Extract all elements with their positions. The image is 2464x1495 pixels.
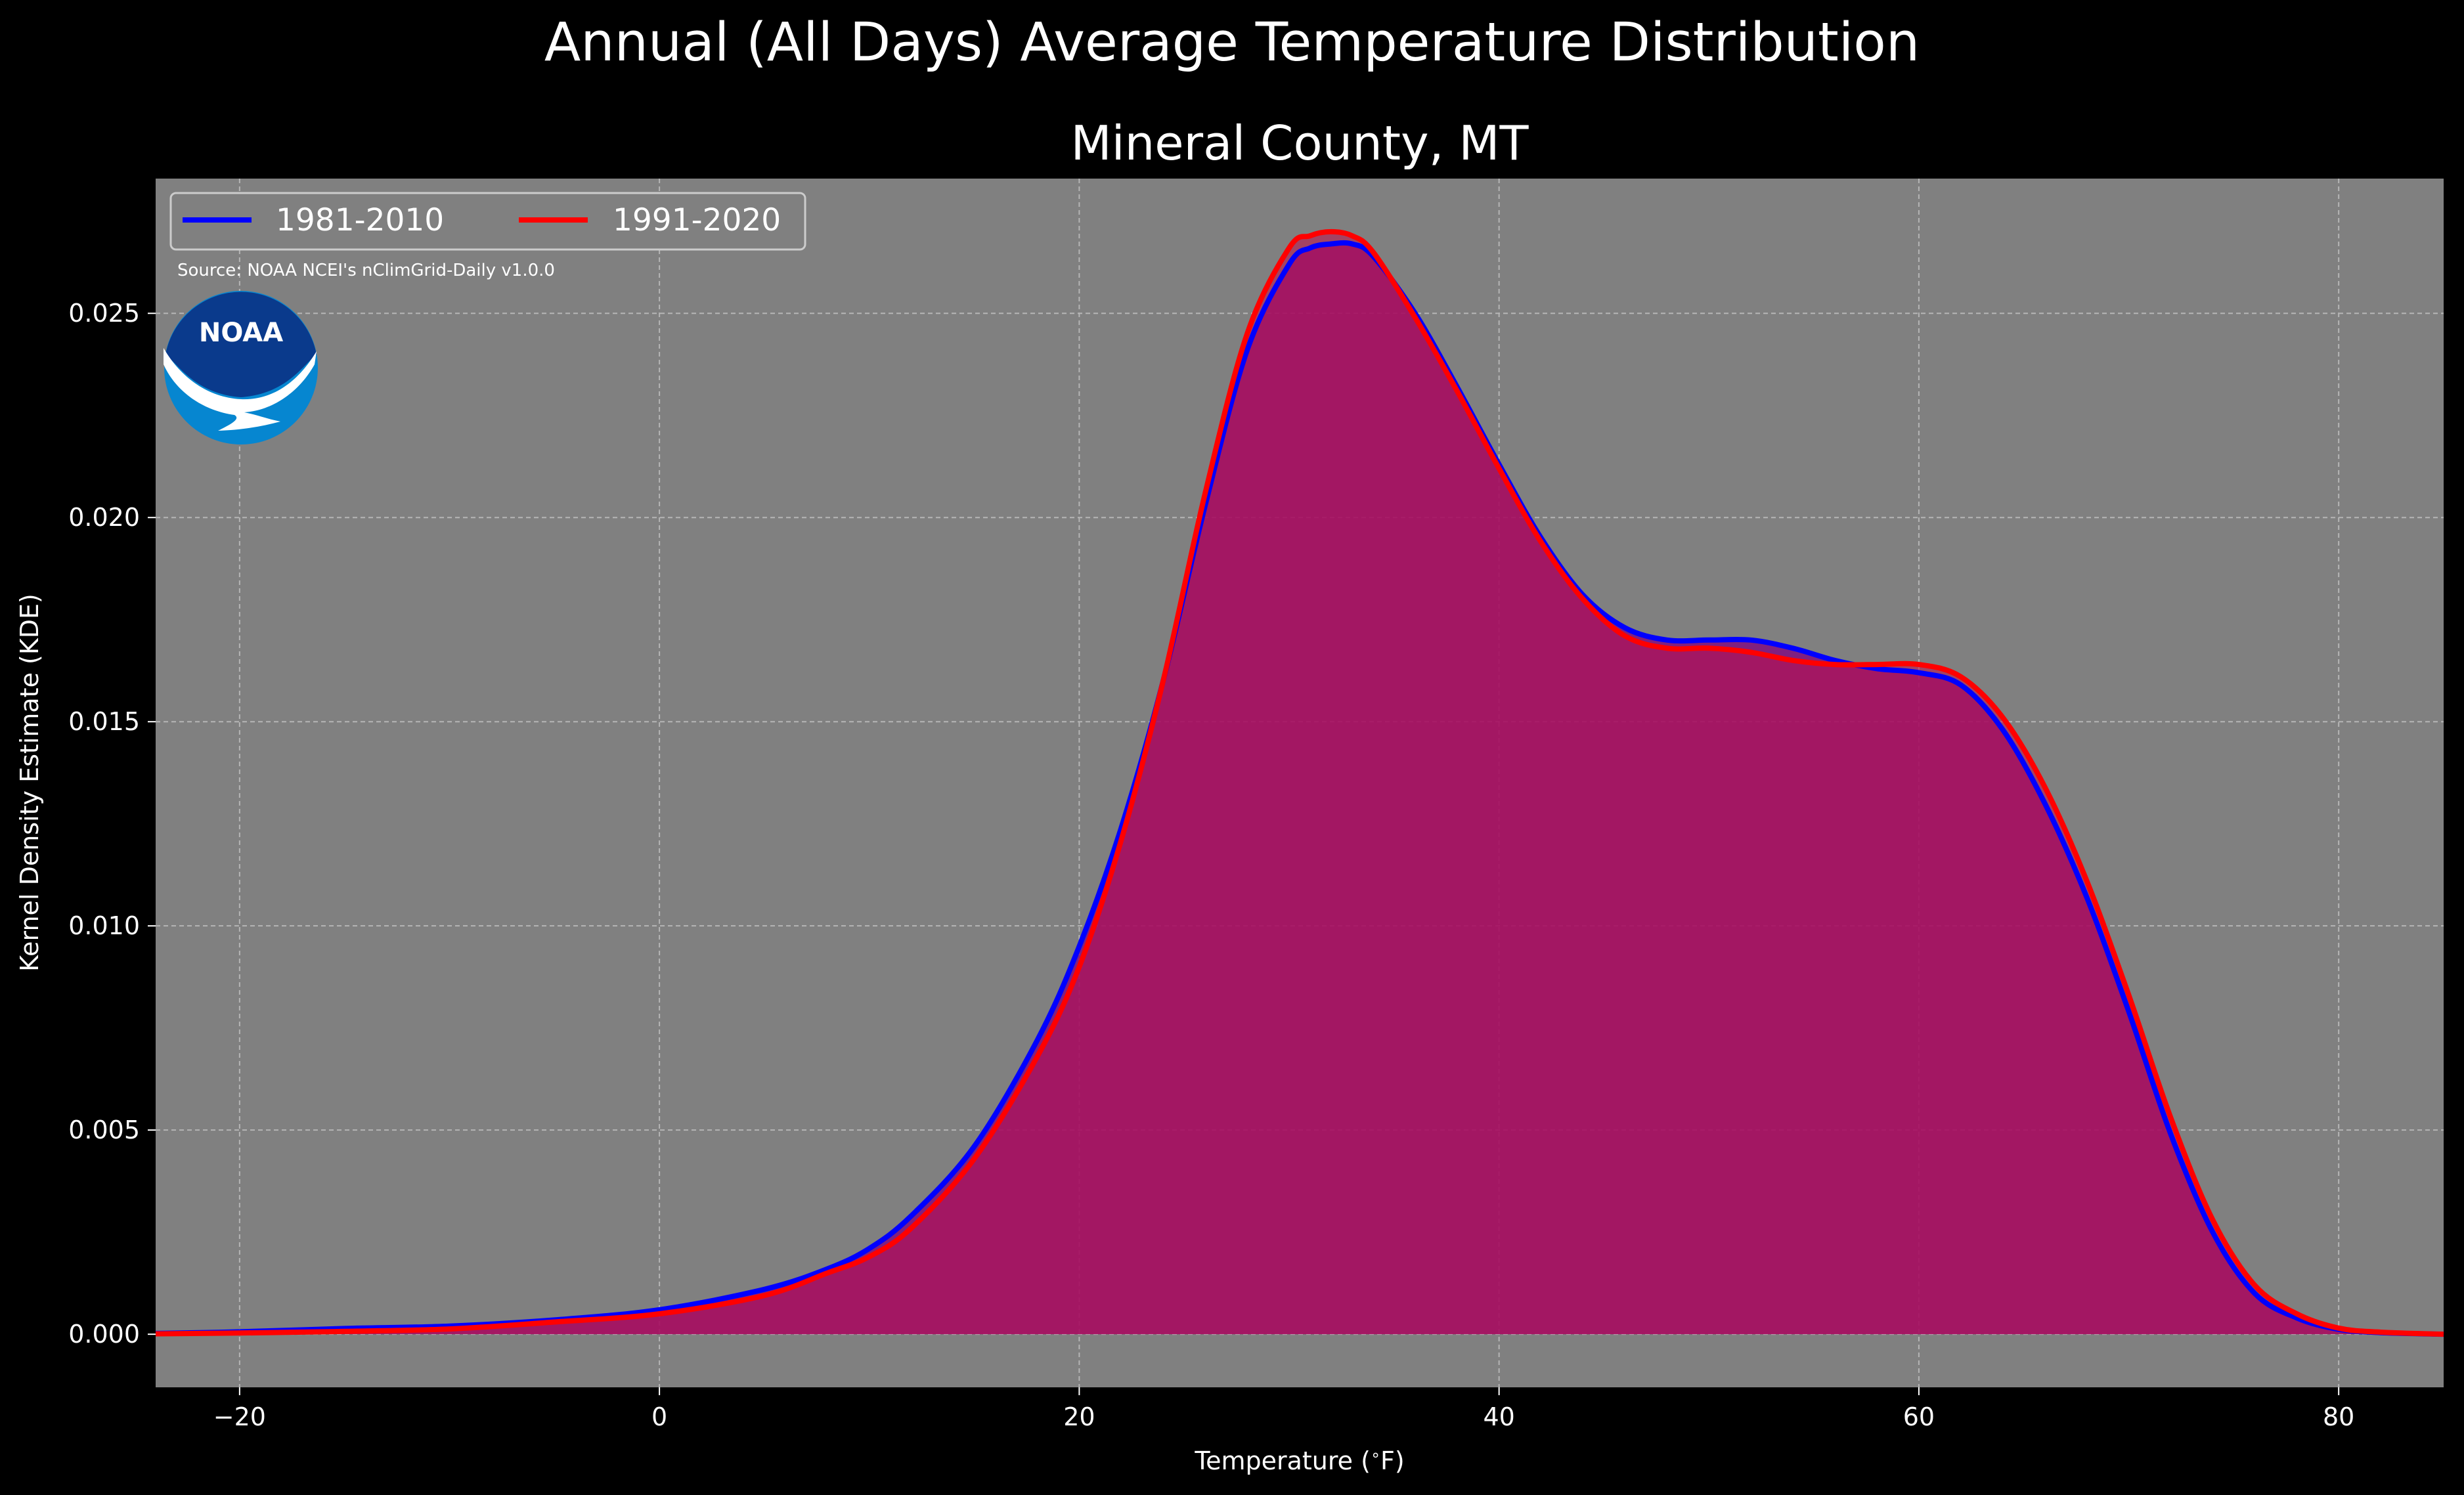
y-tick-label: 0.010 [68, 911, 140, 940]
series-fills [156, 231, 2444, 1335]
legend-label-1991-2020: 1991-2020 [613, 202, 781, 238]
area-fill-1991-2020 [156, 231, 2444, 1335]
noaa-logo-text: NOAA [199, 318, 283, 348]
noaa-logo-gull [164, 348, 317, 431]
x-tick-label: 60 [1903, 1402, 1935, 1431]
x-tick-label: 40 [1483, 1402, 1514, 1431]
y-tick-label: 0.020 [68, 503, 140, 532]
x-axis-ticks: −20 0 20 40 60 80 [213, 1387, 2354, 1431]
source-note: Source: NOAA NCEI's nClimGrid-Daily v1.0… [177, 261, 555, 280]
series-lines [155, 228, 2444, 1337]
chart-title: Mineral County, MT [1071, 116, 1529, 171]
legend: 1981-2010 1991-2020 [169, 192, 806, 251]
series-line-1991-2020 [155, 228, 2444, 1337]
legend-box [169, 192, 806, 251]
suptitle: Annual (All Days) Average Temperature Di… [544, 12, 1920, 74]
y-tick-label: 0.005 [68, 1116, 140, 1144]
y-tick-label: 0.025 [68, 299, 140, 328]
noaa-logo-upper [165, 292, 317, 397]
x-tick-label: 20 [1063, 1402, 1095, 1431]
x-axis-label: Temperature (∘F) [1194, 1446, 1404, 1475]
y-axis-label: Kernel Density Estimate (KDE) [15, 594, 44, 972]
y-axis-ticks: 0.000 0.005 0.010 0.015 0.020 0.025 [68, 299, 156, 1349]
x-tick-label: −20 [213, 1402, 266, 1431]
y-tick-label: 0.015 [68, 707, 140, 736]
x-tick-label: 80 [2323, 1402, 2354, 1431]
legend-label-1981-2010: 1981-2010 [276, 202, 444, 238]
x-tick-label: 0 [651, 1402, 667, 1431]
y-tick-label: 0.000 [68, 1320, 140, 1349]
noaa-logo: NOAA [164, 291, 318, 444]
